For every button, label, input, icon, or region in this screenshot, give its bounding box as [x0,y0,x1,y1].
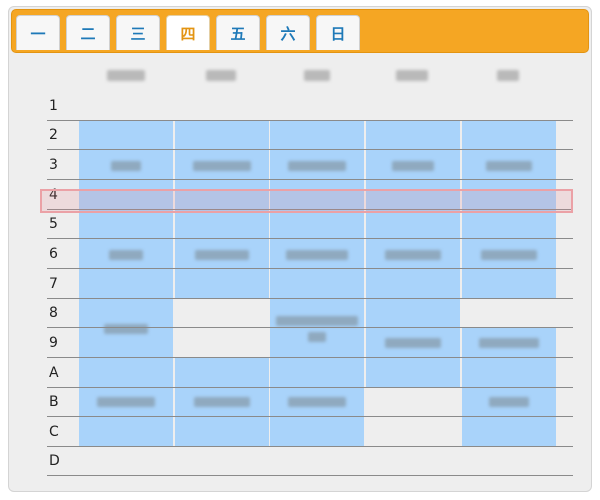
course-block[interactable] [462,121,556,210]
period-label-3: 3 [49,156,58,173]
period-label-4: 4 [49,186,58,203]
tab-saturday[interactable]: 六 [266,15,310,50]
period-label-9: 9 [49,334,58,351]
period-label-6: 6 [49,245,58,262]
row-divider [47,179,573,180]
course-block[interactable] [79,121,173,210]
course-block[interactable] [270,210,364,299]
row-divider [47,475,573,476]
timetable-widget: 一 二 三 四 五 六 日 1 2 3 4 5 6 7 8 [8,6,592,492]
tab-sunday[interactable]: 日 [316,15,360,50]
period-label-8: 8 [49,304,58,321]
course-block[interactable] [366,210,460,299]
course-block[interactable] [175,358,269,446]
row-divider [47,149,573,150]
period-label-1: 1 [49,97,58,114]
row-divider [47,298,573,299]
course-block[interactable] [462,210,556,299]
course-block[interactable] [270,121,364,210]
course-block[interactable] [175,210,269,299]
course-block[interactable] [270,299,364,358]
course-block[interactable] [462,358,556,446]
tab-thursday[interactable]: 四 [166,15,210,50]
column-header-1 [79,67,173,83]
selected-row-highlight [40,189,573,213]
period-label-5: 5 [49,215,58,232]
course-block[interactable] [79,299,173,358]
column-header-3 [270,67,364,83]
period-label-7: 7 [49,275,58,292]
row-divider [47,327,573,328]
weekday-tab-bar: 一 二 三 四 五 六 日 [11,9,589,53]
course-block[interactable] [79,210,173,299]
row-divider [47,416,573,417]
row-divider [47,446,573,447]
period-label-a: A [49,364,59,381]
row-divider [47,357,573,358]
row-divider [47,238,573,239]
course-block[interactable] [366,299,460,387]
row-divider [47,268,573,269]
row-divider [47,209,573,210]
row-divider [47,387,573,388]
tab-wednesday[interactable]: 三 [116,15,160,50]
period-label-c: C [49,423,59,440]
period-label-d: D [49,452,60,469]
course-block[interactable] [462,328,556,358]
column-header-4 [365,67,459,83]
row-divider [47,120,573,121]
column-header-5 [461,67,555,83]
course-block[interactable] [366,121,460,210]
tab-friday[interactable]: 五 [216,15,260,50]
column-header-2 [174,67,268,83]
period-label-b: B [49,393,59,410]
period-label-2: 2 [49,126,58,143]
course-block[interactable] [79,358,173,446]
tab-monday[interactable]: 一 [16,15,60,50]
course-block[interactable] [175,121,269,210]
tab-tuesday[interactable]: 二 [66,15,110,50]
course-block[interactable] [270,358,364,446]
